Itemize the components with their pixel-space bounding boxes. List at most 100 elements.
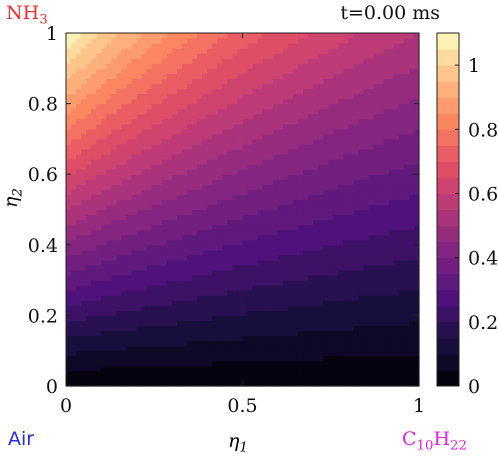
contour-cell [282, 118, 289, 125]
contour-cell [227, 325, 234, 332]
contour-cell [328, 199, 334, 206]
contour-cell [272, 275, 279, 281]
contour-cell [403, 154, 410, 160]
contour-cell [176, 98, 183, 105]
contour-cell [176, 315, 183, 322]
contour-cell [86, 58, 92, 64]
contour-cell [136, 189, 143, 195]
contour-cell [176, 48, 183, 54]
contour-cell [202, 370, 208, 377]
contour-cell [217, 78, 223, 85]
contour-cell [101, 138, 107, 145]
contour-cell [106, 179, 112, 185]
contour-cell [267, 234, 274, 241]
contour-cell [131, 285, 138, 291]
contour-cell [86, 219, 92, 226]
contour-cell [378, 370, 385, 377]
contour-cell [287, 380, 294, 387]
contour-cell [358, 204, 365, 211]
contour-cell [343, 320, 349, 327]
contour-cell [91, 280, 97, 286]
contour-cell [252, 224, 259, 231]
contour-cell [96, 58, 102, 64]
contour-cell [323, 68, 329, 74]
contour-cell [91, 98, 97, 105]
contour-cell [141, 169, 148, 175]
contour-cell [71, 219, 77, 226]
contour-cell [116, 350, 123, 357]
contour-cell [353, 174, 360, 180]
contour-cell [277, 219, 284, 226]
contour-cell [262, 209, 269, 216]
contour-cell [126, 118, 133, 125]
contour-cell [101, 259, 107, 266]
x-axis-title: η1 [228, 430, 248, 456]
contour-cell [96, 285, 102, 291]
contour-cell [313, 249, 319, 256]
contour-cell [166, 300, 173, 306]
contour-cell [131, 325, 138, 332]
contour-cell [222, 169, 228, 175]
contour-cell [161, 335, 168, 342]
contour-cell [166, 174, 173, 180]
contour-cell [151, 88, 158, 95]
contour-cell [197, 214, 203, 221]
contour-cell [313, 118, 319, 125]
contour-cell [96, 224, 102, 231]
contour-cell [141, 340, 148, 347]
contour-cell [151, 315, 158, 322]
contour-cell [277, 78, 284, 85]
contour-cell [403, 53, 410, 59]
contour-cell [126, 214, 133, 221]
contour-cell [116, 310, 123, 316]
contour-cell [171, 179, 178, 185]
contour-cell [171, 290, 178, 296]
contour-cell [207, 365, 213, 372]
colorbar-tick-label: 0 [468, 376, 480, 398]
contour-cell [106, 219, 112, 226]
contour-cell [413, 370, 420, 377]
contour-cell [91, 229, 97, 236]
contour-cell [207, 325, 213, 332]
contour-cell [136, 123, 143, 130]
contour-cell [187, 290, 193, 296]
contour-cell [313, 280, 319, 286]
contour-cell [282, 63, 289, 69]
contour-cell [328, 113, 334, 120]
contour-cell [232, 73, 239, 79]
contour-cell [212, 98, 218, 105]
contour-cell [318, 249, 324, 256]
contour-cell [222, 315, 228, 322]
contour-cell [277, 254, 284, 261]
contour-cell [187, 335, 193, 342]
contour-cell [131, 148, 138, 155]
contour-cell [66, 199, 72, 206]
contour-cell [121, 63, 128, 69]
contour-cell [383, 300, 390, 306]
contour-cell [303, 43, 309, 49]
contour-cell [323, 370, 329, 377]
contour-cell [363, 254, 370, 261]
contour-cell [192, 38, 198, 44]
contour-cell [181, 113, 188, 120]
contour-cell [126, 38, 133, 44]
contour-cell [403, 280, 410, 286]
contour-cell [237, 58, 244, 64]
contour-cell [358, 365, 365, 372]
contour-cell [106, 199, 112, 206]
contour-cell [222, 340, 228, 347]
contour-cell [378, 224, 385, 231]
contour-cell [91, 214, 97, 221]
contour-cell [413, 360, 420, 367]
contour-cell [353, 305, 360, 311]
contour-cell [348, 174, 355, 180]
contour-cell [141, 290, 148, 296]
contour-cell [277, 33, 284, 39]
contour-cell [343, 305, 349, 311]
contour-cell [81, 78, 87, 85]
contour-cell [101, 355, 107, 362]
contour-cell [181, 315, 188, 322]
contour-cell [353, 63, 360, 69]
contour-cell [287, 68, 294, 74]
contour-cell [232, 128, 239, 135]
